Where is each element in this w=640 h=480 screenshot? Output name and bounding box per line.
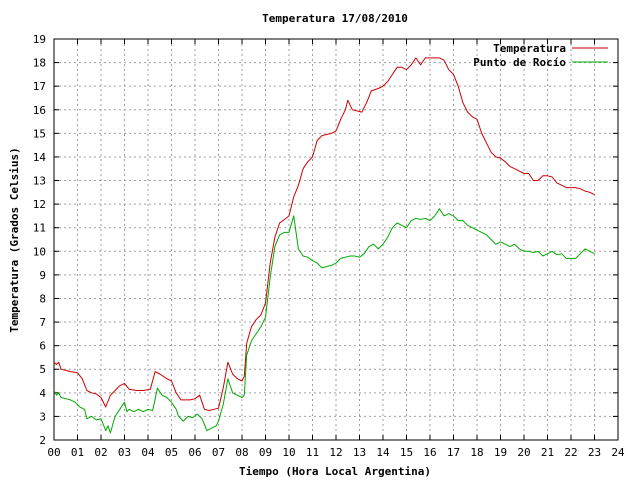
chart-title: Temperatura 17/08/2010 (262, 12, 408, 25)
y-tick-label: 15 (33, 127, 46, 140)
series-line-punto-de-rocio (53, 208, 595, 434)
x-tick-label: 11 (306, 446, 319, 459)
x-tick-label: 05 (165, 446, 178, 459)
y-tick-label: 5 (39, 363, 46, 376)
y-tick-label: 13 (33, 175, 46, 188)
x-tick-label: 09 (259, 446, 272, 459)
y-tick-label: 10 (33, 245, 46, 258)
series-lines (53, 57, 595, 434)
y-tick-label: 7 (39, 316, 46, 329)
x-tick-label: 12 (329, 446, 342, 459)
x-tick-label: 14 (376, 446, 390, 459)
y-tick-label: 3 (39, 410, 46, 423)
x-tick-label: 04 (141, 446, 155, 459)
x-tick-label: 23 (588, 446, 601, 459)
x-tick-label: 01 (71, 446, 84, 459)
x-tick-label: 02 (94, 446, 107, 459)
x-tick-label: 03 (118, 446, 131, 459)
x-tick-label: 21 (541, 446, 554, 459)
series-line-temperatura (53, 57, 595, 411)
x-tick-label: 22 (564, 446, 577, 459)
y-tick-label: 6 (39, 340, 46, 353)
x-tick-label: 19 (494, 446, 507, 459)
y-tick-label: 18 (33, 57, 46, 70)
x-tick-label: 00 (47, 446, 60, 459)
x-axis-title: Tiempo (Hora Local Argentina) (239, 465, 431, 478)
y-tick-label: 12 (33, 198, 46, 211)
x-tick-label: 18 (470, 446, 483, 459)
x-tick-label: 20 (517, 446, 530, 459)
y-tick-label: 11 (33, 222, 46, 235)
axis-ticks: 00 01 02 03 04 05 06 07 08 09 10 11 12 13 14 15 16 17 18 19… (33, 33, 625, 459)
x-tick-label: 07 (212, 446, 225, 459)
y-tick-label: 14 (33, 151, 47, 164)
legend-label-punto-de-rocio: Punto de Rocío (473, 56, 566, 69)
x-tick-label: 24 (611, 446, 625, 459)
x-tick-label: 08 (235, 446, 248, 459)
y-tick-label: 2 (39, 434, 46, 447)
x-tick-label: 15 (400, 446, 413, 459)
x-tick-label: 16 (423, 446, 436, 459)
y-tick-label: 17 (33, 80, 46, 93)
grid (54, 39, 618, 440)
x-tick-label: 17 (447, 446, 460, 459)
legend: Temperatura Punto de Rocío (473, 42, 608, 69)
y-tick-label: 4 (39, 387, 46, 400)
x-tick-label: 10 (282, 446, 295, 459)
y-tick-label: 16 (33, 104, 46, 117)
y-axis-title: Temperatura (Grados Celsius) (8, 147, 21, 332)
x-tick-label: 06 (188, 446, 201, 459)
y-tick-label: 8 (39, 292, 46, 305)
y-tick-label: 19 (33, 33, 46, 46)
x-tick-label: 13 (353, 446, 366, 459)
y-tick-label: 9 (39, 269, 46, 282)
legend-label-temperatura: Temperatura (493, 42, 566, 55)
